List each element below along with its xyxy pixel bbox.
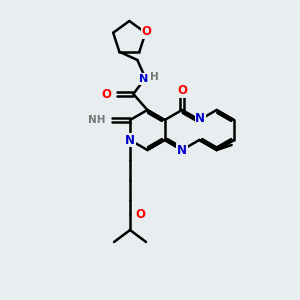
Text: N: N — [177, 143, 187, 157]
Text: O: O — [101, 88, 111, 100]
Text: N: N — [195, 112, 205, 125]
Text: O: O — [135, 208, 145, 220]
Text: NH: NH — [88, 115, 105, 125]
Text: N: N — [125, 134, 135, 146]
Text: N: N — [139, 74, 148, 84]
Text: H: H — [150, 72, 159, 82]
Text: O: O — [177, 85, 187, 98]
Text: O: O — [142, 25, 152, 38]
